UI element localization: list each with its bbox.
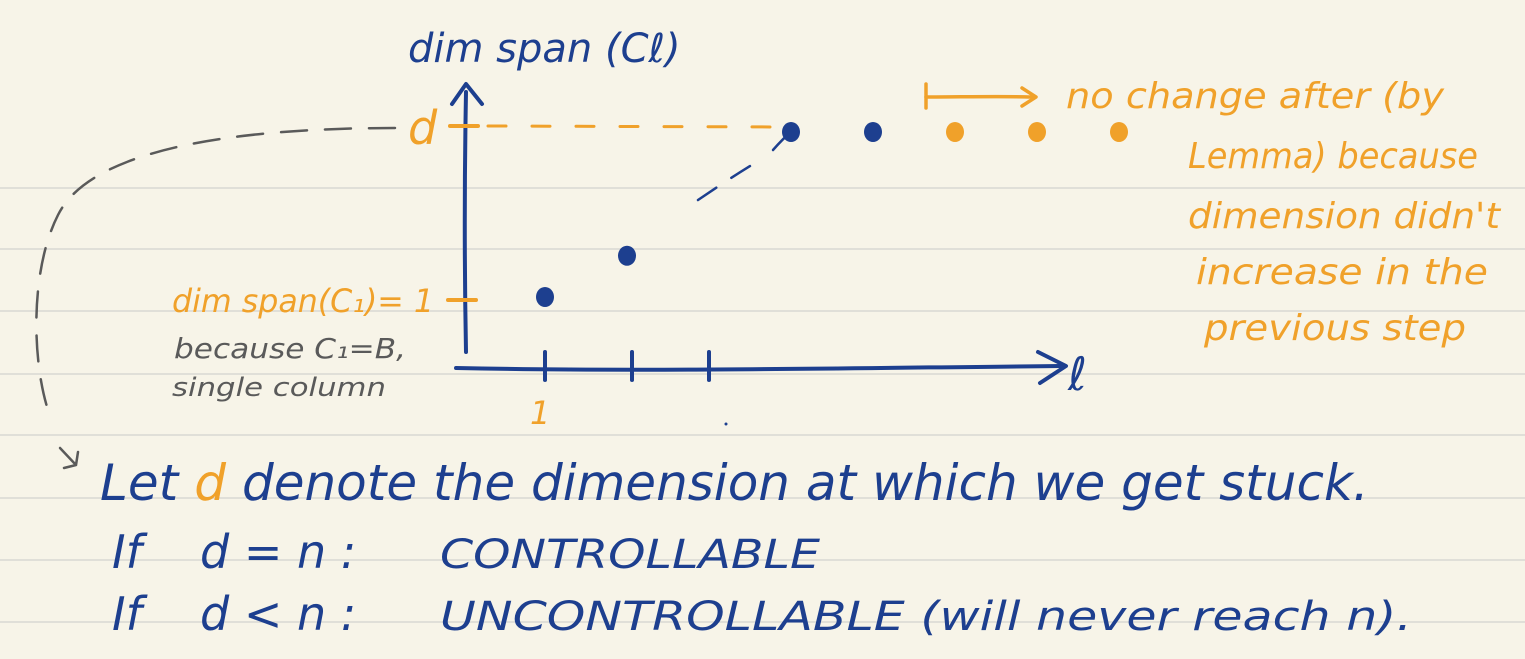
if-result-1: CONTROLLABLE: [440, 532, 821, 578]
if-prefix-2: If: [112, 587, 148, 641]
if-condition-2: d < n :: [200, 587, 356, 641]
data-point-blue: [618, 245, 636, 266]
y-axis-arrowhead: [450, 82, 484, 106]
y-axis: [462, 90, 468, 354]
range-arrowhead: [1020, 86, 1038, 108]
data-point-blue: [864, 122, 882, 142]
if-result-2: UNCONTROLLABLE (will never reach n).: [440, 594, 1412, 640]
stray-dot: [724, 422, 728, 426]
annotation-line-5: previous step: [1203, 308, 1466, 349]
annotation-line-2: Lemma) because: [1188, 136, 1478, 177]
d-label: d: [408, 101, 438, 155]
data-point-blue: [782, 122, 800, 142]
ruled-lines: [0, 187, 1525, 623]
data-point-orange: [1110, 122, 1128, 142]
dashed-curve-arrowhead: [58, 446, 80, 470]
if-prefix-1: If: [112, 525, 148, 579]
data-point-orange: [946, 122, 964, 142]
data-point-blue: [536, 287, 554, 307]
d-level-dashed-line: [486, 124, 787, 129]
data-points: [536, 122, 1128, 307]
x-axis-label: ℓ: [1067, 347, 1087, 401]
because-line-2: single column: [172, 373, 386, 403]
let-prefix: Let: [100, 454, 181, 512]
x-axis-arrowhead: [1036, 350, 1068, 385]
dashed-curve-arrow: [35, 126, 397, 412]
annotation-line-1: no change after (by: [1066, 76, 1445, 117]
x-axis: [454, 364, 1062, 372]
x-tick-label-one: 1: [530, 394, 550, 432]
data-point-orange: [1028, 122, 1046, 142]
annotation-line-3: dimension didn't: [1188, 196, 1502, 237]
let-statement: Let d denote the dimension at which we get…: [100, 454, 1369, 512]
y-axis-label: dim span (Cℓ): [408, 26, 681, 72]
because-line-1: because C₁=B,: [174, 332, 406, 365]
if-condition-1: d = n :: [200, 525, 356, 579]
let-suffix: denote the dimension at which we get stu…: [242, 454, 1369, 512]
let-d: d: [194, 454, 226, 512]
trend-dashed-line: [696, 158, 762, 202]
annotation-line-4: increase in the: [1196, 252, 1488, 293]
x-ticks: [543, 350, 711, 382]
dim-c1-label: dim span(C₁)= 1: [172, 282, 434, 320]
